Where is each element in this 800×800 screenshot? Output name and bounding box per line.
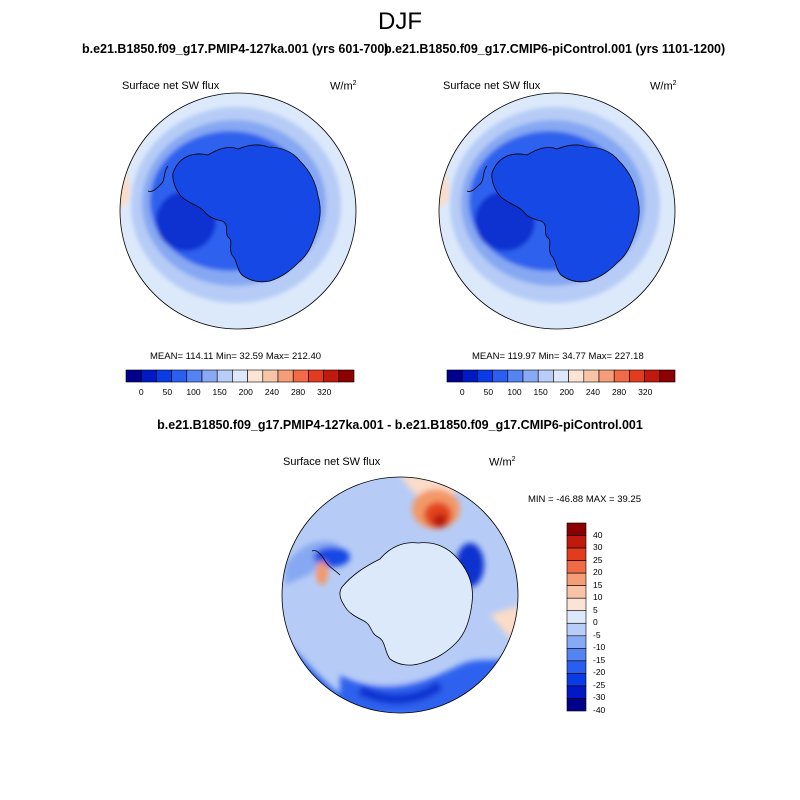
colorbar-cell xyxy=(629,369,645,383)
colorbar-cell xyxy=(446,369,463,383)
colorbar-cell xyxy=(507,369,524,383)
colorbar-cell xyxy=(566,572,587,586)
colorbar-left xyxy=(125,369,355,383)
colorbar-cell xyxy=(492,369,509,383)
colorbar-diff xyxy=(566,522,587,712)
units-label-left: W/m2 xyxy=(330,80,357,93)
colorbar-tick-label: 15 xyxy=(593,579,603,590)
colorbar-tick-label: 200 xyxy=(559,387,574,397)
figure-title: DJF xyxy=(378,8,422,35)
colorbar-cell xyxy=(566,622,587,637)
colorbar-cell xyxy=(566,635,587,649)
colorbar-tick-label: 100 xyxy=(186,387,201,397)
colorbar-tick-label: 0 xyxy=(138,387,144,397)
map-diff xyxy=(280,475,520,715)
colorbar-tick-label: -25 xyxy=(593,679,606,690)
colorbar-cell xyxy=(644,369,661,383)
colorbar-tick-label: 150 xyxy=(533,387,548,397)
panel-title-diff: b.e21.B1850.f09_g17.PMIP4-127ka.001 - b.… xyxy=(157,418,643,432)
colorbar-cell xyxy=(568,369,585,383)
colorbar-tick-label: 50 xyxy=(162,387,173,397)
colorbar-cell xyxy=(566,597,587,612)
colorbar-tick-label: 0 xyxy=(459,387,465,397)
colorbar-tick-label: 240 xyxy=(264,387,279,397)
colorbar-cell xyxy=(201,369,218,383)
colorbar-cell xyxy=(461,369,478,383)
stats-left: MEAN= 114.11 Min= 32.59 Max= 212.40 xyxy=(150,351,322,362)
colorbar-cell xyxy=(323,369,340,383)
colorbar-tick-label: 100 xyxy=(507,387,522,397)
colorbar-tick-label: 150 xyxy=(212,387,227,397)
map-right-border xyxy=(438,92,676,330)
colorbar-cell xyxy=(598,369,615,383)
colorbar-cell xyxy=(613,369,630,383)
colorbar-cell xyxy=(125,369,142,383)
colorbar-cell xyxy=(186,369,203,383)
colorbar-tick-label: 320 xyxy=(317,387,332,397)
colorbar-cell xyxy=(308,369,324,383)
colorbar-cell xyxy=(277,369,294,383)
colorbar-cell xyxy=(292,369,309,383)
colorbar-cell xyxy=(247,369,264,383)
colorbar-cell xyxy=(566,535,587,549)
map-left-border xyxy=(119,92,357,330)
stats-diff: MIN = -46.88 MAX = 39.25 xyxy=(528,494,642,505)
colorbar-cell xyxy=(566,673,587,687)
colorbar-cell xyxy=(659,369,676,383)
map-left xyxy=(118,91,358,331)
colorbar-tick-label: 280 xyxy=(611,387,627,397)
colorbar-tick-label: -5 xyxy=(593,629,601,640)
colorbar-cell xyxy=(566,610,587,624)
colorbar-right xyxy=(446,369,676,383)
colorbar-cell xyxy=(232,369,248,383)
units-label-right: W/m2 xyxy=(650,80,677,93)
panel-title-right: b.e21.B1850.f09_g17.CMIP6-piControl.001 … xyxy=(384,42,726,56)
colorbar-tick-label: 25 xyxy=(593,554,603,565)
colorbar-cell xyxy=(140,369,157,383)
colorbar-cell xyxy=(522,369,539,383)
colorbar-cell xyxy=(156,369,172,383)
colorbar-tick-label: 280 xyxy=(290,387,306,397)
colorbar-tick-label: -40 xyxy=(593,705,606,715)
colorbar-tick-label: 20 xyxy=(593,567,603,578)
colorbar-tick-label: 320 xyxy=(638,387,653,397)
colorbar-cell xyxy=(262,369,279,383)
colorbar-cell xyxy=(566,560,587,574)
colorbar-cell xyxy=(583,369,600,383)
colorbar-cell xyxy=(566,547,587,561)
colorbar-tick-label: -20 xyxy=(593,667,606,678)
colorbar-tick-label: 5 xyxy=(593,604,598,615)
colorbar-tick-label: -15 xyxy=(593,654,606,665)
colorbar-cell xyxy=(537,369,554,383)
panel-title-left: b.e21.B1850.f09_g17.PMIP4-127ka.001 (yrs… xyxy=(82,42,389,56)
variable-label-left: Surface net SW flux xyxy=(122,80,220,92)
colorbar-cell xyxy=(216,369,233,383)
colorbar-cell xyxy=(553,369,569,383)
variable-label-right: Surface net SW flux xyxy=(443,80,541,92)
map-right xyxy=(437,91,677,331)
units-label-diff: W/m2 xyxy=(489,456,516,469)
variable-label-diff: Surface net SW flux xyxy=(283,456,381,468)
colorbar-tick-label: -30 xyxy=(593,692,606,703)
colorbar-tick-label: 200 xyxy=(238,387,253,397)
colorbar-cell xyxy=(171,369,188,383)
colorbar-cell xyxy=(477,369,493,383)
colorbar-cell xyxy=(338,369,355,383)
colorbar-cell xyxy=(566,698,587,712)
colorbar-cell xyxy=(566,522,587,536)
colorbar-cell xyxy=(566,585,587,599)
colorbar-tick-label: 10 xyxy=(593,592,603,603)
colorbar-tick-label: 30 xyxy=(593,542,603,553)
colorbar-tick-label: 240 xyxy=(585,387,600,397)
colorbar-tick-label: 50 xyxy=(483,387,494,397)
colorbar-tick-label: 0 xyxy=(593,617,598,628)
colorbar-cell xyxy=(566,648,587,662)
map-diff-border xyxy=(281,476,519,714)
stats-right: MEAN= 119.97 Min= 34.77 Max= 227.18 xyxy=(472,351,644,362)
colorbar-cell xyxy=(566,685,587,699)
colorbar-tick-label: -10 xyxy=(593,642,606,653)
colorbar-cell xyxy=(566,660,587,674)
colorbar-tick-label: 40 xyxy=(593,529,603,540)
